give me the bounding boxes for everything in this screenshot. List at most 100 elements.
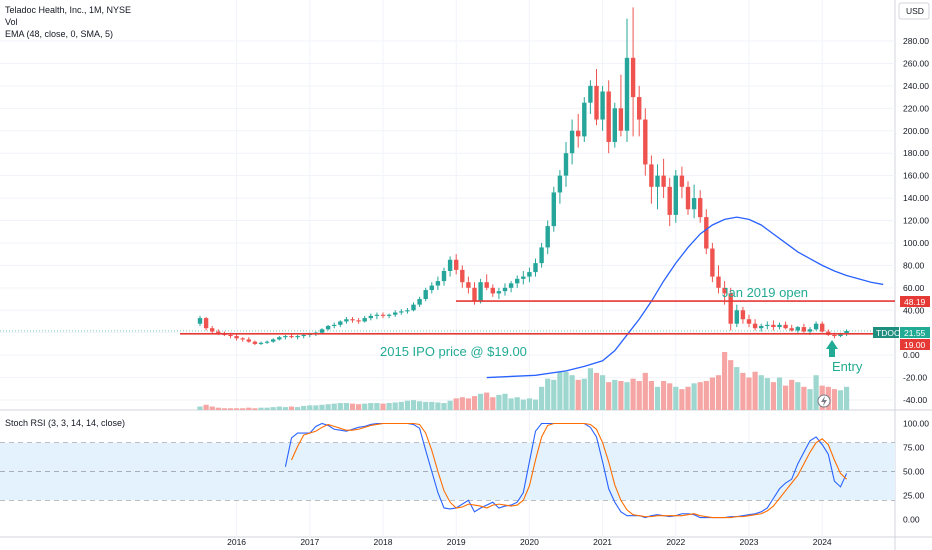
candle-body [722, 287, 727, 294]
volume-bar [404, 400, 410, 410]
volume-bar [746, 377, 752, 410]
price-tick-label: -20.00 [903, 373, 927, 383]
volume-bar [325, 404, 331, 410]
flash-icon[interactable] [817, 394, 831, 408]
candle-body [545, 226, 550, 248]
candle-body [496, 291, 502, 294]
candle-body [820, 323, 825, 332]
candle-body [801, 327, 807, 332]
candle-body [612, 108, 617, 142]
volume-bar [801, 386, 807, 410]
annotation-entry: Entry [832, 359, 863, 374]
rsi-tick-label: 100.00 [903, 419, 929, 429]
svg-text:21.55: 21.55 [904, 328, 926, 338]
volume-bar [752, 371, 758, 410]
candle-body [350, 319, 355, 321]
candle-body [289, 336, 294, 338]
volume-bar [514, 397, 520, 410]
volume-bar [337, 403, 343, 410]
volume-bar [618, 381, 624, 410]
candle-body [368, 315, 373, 319]
time-tick-label: 2022 [666, 537, 685, 547]
candle-body [691, 198, 697, 210]
candle-body [356, 320, 361, 322]
chart-title: Teladoc Health, Inc., 1M, NYSE [5, 5, 132, 15]
candle-body [374, 314, 380, 316]
candle-body [399, 311, 404, 313]
candle-body [423, 290, 428, 300]
volume-bar [807, 389, 813, 410]
candle-body [569, 130, 575, 154]
volume-bar [453, 398, 459, 410]
volume-bar [593, 372, 600, 410]
volume-bar [532, 399, 539, 410]
volume-bar [697, 382, 703, 410]
candle-body [405, 310, 410, 312]
volume-bar [471, 396, 478, 410]
volume-bar [221, 408, 227, 410]
volume-bar [496, 394, 502, 410]
candle-body [795, 327, 800, 331]
volume-bar [831, 389, 837, 410]
time-tick-label: 2024 [813, 537, 832, 547]
volume-bar [728, 360, 734, 410]
volume-bar [673, 386, 679, 410]
volume-bar [398, 401, 404, 410]
candle-body [624, 57, 630, 131]
price-tick-label: 180.00 [903, 148, 929, 158]
currency-badge[interactable]: USD [898, 2, 930, 20]
candle-body [460, 269, 465, 283]
volume-bar [447, 400, 453, 410]
candle-body [203, 318, 209, 329]
volume-bar [288, 406, 295, 410]
volume-bar [795, 382, 801, 410]
candle-body [789, 328, 794, 331]
volume-bar [227, 408, 234, 410]
candle-body [716, 276, 721, 288]
volume-bar [465, 398, 471, 410]
price-tick-label: 120.00 [903, 216, 929, 226]
volume-bar [789, 379, 795, 410]
volume-bar [234, 408, 240, 410]
candle-body [746, 319, 752, 324]
price-tick-label: -40.00 [903, 395, 927, 405]
volume-bar [709, 377, 715, 410]
volume-bar [520, 399, 526, 410]
volume-bar [301, 405, 307, 410]
rsi-tick-label: 25.00 [903, 491, 925, 501]
svg-text:TDOC: TDOC [876, 328, 900, 338]
volume-bar [203, 404, 209, 410]
candle-body [515, 278, 520, 284]
svg-text:19.00: 19.00 [904, 340, 926, 350]
candle-body [807, 329, 813, 332]
candle-body [771, 324, 776, 328]
volume-bar [600, 375, 606, 410]
price-tick-label: 280.00 [903, 36, 929, 46]
volume-bar [417, 401, 423, 410]
candle-body [478, 282, 483, 302]
candle-body [301, 334, 306, 337]
price-tick-label: 140.00 [903, 193, 929, 203]
volume-bar [612, 379, 618, 410]
price-tick-label: 60.00 [903, 283, 925, 293]
price-tag-jan2019: 48.19 [900, 296, 930, 307]
volume-bar [776, 377, 783, 410]
volume-bar [648, 381, 654, 410]
candle-body [838, 333, 843, 337]
volume-bar [844, 386, 850, 410]
candle-body [447, 259, 453, 271]
volume-bar [276, 406, 282, 410]
candle-body [271, 339, 276, 342]
candle-body [618, 108, 624, 131]
candle-body [228, 334, 233, 337]
volume-bar [563, 371, 569, 410]
volume-bar [557, 371, 563, 410]
candle-body [319, 329, 325, 333]
horizontal-lines [180, 300, 895, 335]
candle-body [380, 314, 386, 316]
candle-body [551, 192, 556, 227]
candle-body [197, 318, 203, 324]
volume-bar [715, 375, 722, 410]
